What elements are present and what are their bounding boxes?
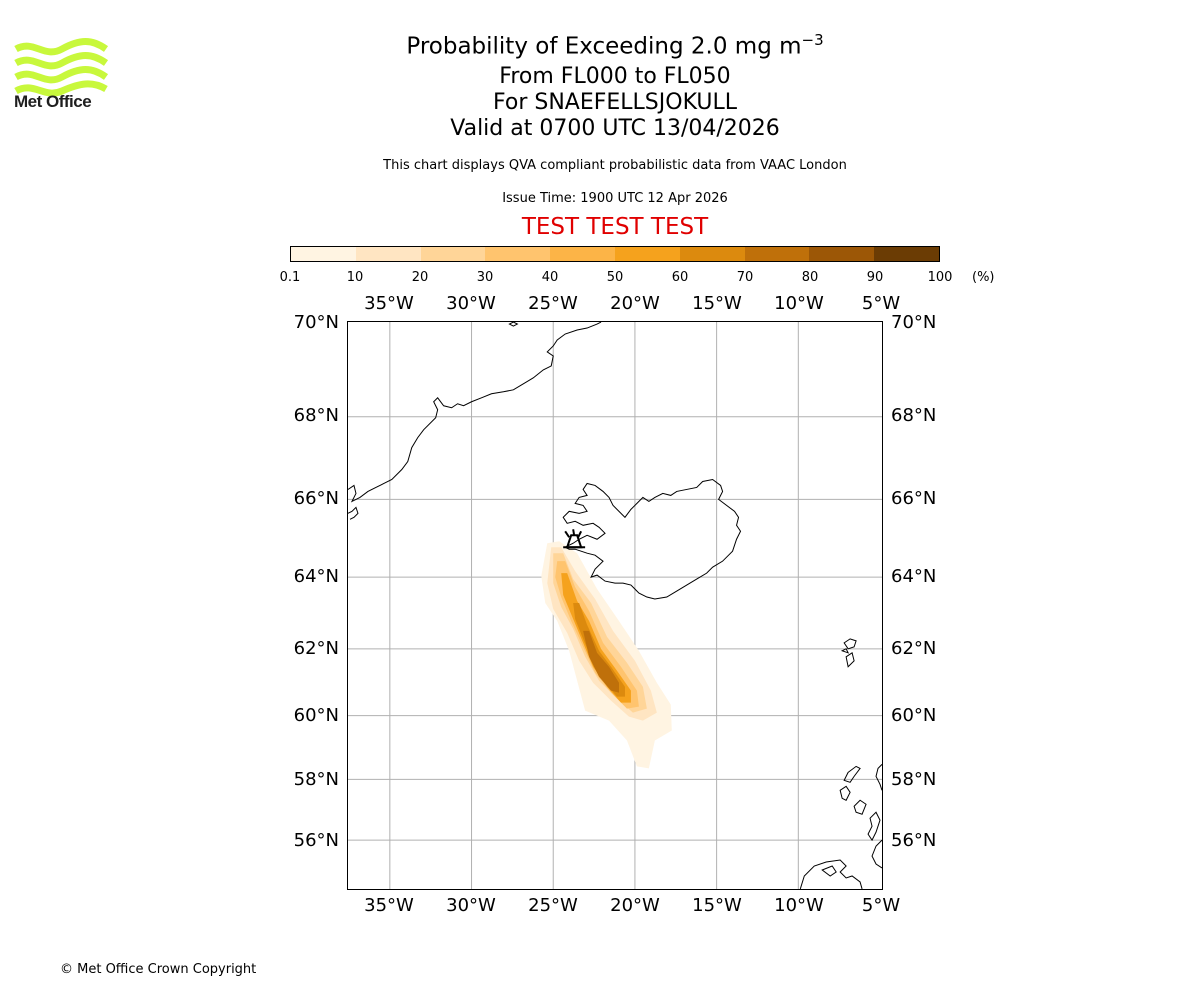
longitude-label-bottom: 20°W [610, 895, 660, 916]
chart-description: This chart displays QVA compliant probab… [383, 158, 847, 173]
colorbar-tick-label: 10 [346, 270, 364, 285]
colorbar-unit: (%) [972, 270, 995, 285]
ash-plume [541, 541, 672, 769]
longitude-label-bottom: 25°W [528, 895, 578, 916]
latitude-label-left: 62°N [293, 638, 339, 659]
colorbar-segment [614, 247, 680, 261]
latitude-label-right: 58°N [891, 769, 937, 790]
longitude-label-top: 15°W [692, 293, 742, 314]
chart-title: Probability of Exceeding 2.0 mg m−3 [406, 31, 824, 60]
latitude-label-left: 64°N [293, 566, 339, 587]
colorbar-segment [550, 247, 615, 261]
colorbar-segment [679, 247, 745, 261]
copyright-notice: © Met Office Crown Copyright [60, 962, 257, 977]
logo-text: Met Office [14, 92, 92, 111]
colorbar-tick-label: 50 [606, 270, 624, 285]
colorbar-tick-label: 70 [736, 270, 754, 285]
latitude-label-left: 68°N [293, 405, 339, 426]
colorbar-tick-label: 90 [866, 270, 884, 285]
longitude-label-top: 5°W [861, 293, 901, 314]
colorbar-tick-label: 60 [671, 270, 689, 285]
colorbar-tick-label: 100 [927, 270, 953, 285]
longitude-label-top: 20°W [610, 293, 660, 314]
colorbar-tick-label: 30 [476, 270, 494, 285]
valid-time: Valid at 0700 UTC 13/04/2026 [450, 116, 780, 141]
latitude-label-right: 68°N [891, 405, 937, 426]
colorbar [290, 246, 940, 262]
flight-level-range: From FL000 to FL050 [499, 64, 731, 89]
colorbar-tick-label: 20 [411, 270, 429, 285]
longitude-label-bottom: 10°W [774, 895, 824, 916]
longitude-label-top: 35°W [364, 293, 414, 314]
latitude-label-left: 66°N [293, 488, 339, 509]
latitude-label-right: 62°N [891, 638, 937, 659]
latitude-label-right: 70°N [891, 312, 937, 333]
longitude-label-top: 25°W [528, 293, 578, 314]
latitude-label-right: 66°N [891, 488, 937, 509]
colorbar-tick-label: 0.1 [279, 270, 301, 285]
latitude-label-left: 60°N [293, 705, 339, 726]
longitude-label-top: 30°W [446, 293, 496, 314]
colorbar-segment [744, 247, 810, 261]
longitude-label-top: 10°W [774, 293, 824, 314]
volcano-name: For SNAEFELLSJOKULL [492, 90, 738, 115]
longitude-label-bottom: 15°W [692, 895, 742, 916]
latitude-label-left: 70°N [293, 312, 339, 333]
gridlines [348, 322, 882, 889]
latitude-label-right: 64°N [891, 566, 937, 587]
colorbar-segment [355, 247, 421, 261]
latitude-label-right: 60°N [891, 705, 937, 726]
colorbar-segment [809, 247, 875, 261]
map-plot [347, 321, 883, 890]
longitude-label-bottom: 5°W [861, 895, 901, 916]
colorbar-segment [485, 247, 551, 261]
colorbar-segment [291, 247, 356, 261]
volcano-icon [563, 529, 586, 549]
longitude-label-bottom: 30°W [446, 895, 496, 916]
latitude-label-left: 56°N [293, 830, 339, 851]
met-office-logo-icon [14, 38, 109, 97]
colorbar-tick-label: 80 [801, 270, 819, 285]
latitude-label-left: 58°N [293, 769, 339, 790]
colorbar-segment [874, 247, 939, 261]
longitude-label-bottom: 35°W [364, 895, 414, 916]
issue-time: Issue Time: 1900 UTC 12 Apr 2026 [502, 191, 728, 206]
test-banner: TEST TEST TEST [521, 214, 709, 240]
coastlines [348, 322, 882, 889]
colorbar-tick-label: 40 [541, 270, 559, 285]
colorbar-segment [420, 247, 486, 261]
latitude-label-right: 56°N [891, 830, 937, 851]
